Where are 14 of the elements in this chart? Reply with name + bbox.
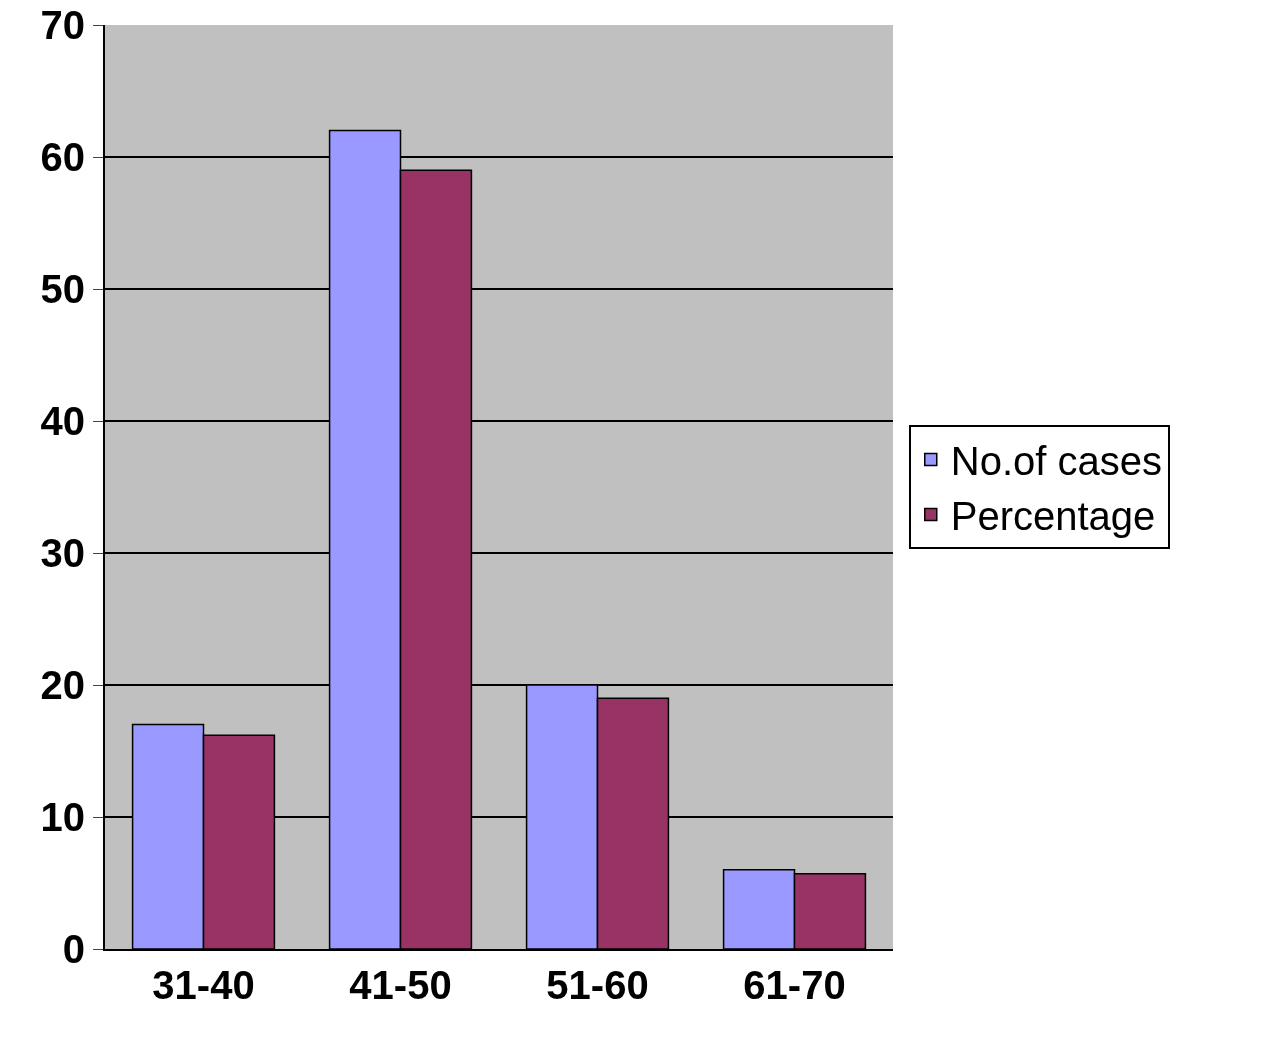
y-tick-label: 20 xyxy=(40,663,85,707)
x-tick-label: 51-60 xyxy=(546,963,649,1007)
x-tick-label: 31-40 xyxy=(152,963,255,1007)
y-tick-label: 10 xyxy=(40,795,85,839)
legend-label: Percentage xyxy=(950,494,1156,539)
y-tick-label: 70 xyxy=(40,3,85,47)
legend-label: No.of cases xyxy=(950,439,1162,484)
x-tick-label: 61-70 xyxy=(743,963,846,1007)
x-tick-label: 41-50 xyxy=(349,963,452,1007)
y-tick-label: 50 xyxy=(40,267,85,311)
y-tick-label: 60 xyxy=(40,135,85,179)
y-tick-label: 30 xyxy=(40,531,85,575)
y-tick-label: 0 xyxy=(62,927,85,971)
y-tick-label: 40 xyxy=(40,399,85,443)
